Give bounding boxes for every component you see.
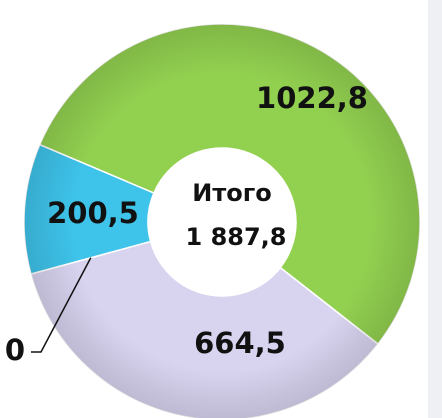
data-label: 200,5: [47, 196, 139, 230]
data-label: 1022,8: [256, 81, 368, 115]
side-strip: [428, 0, 442, 418]
data-label: 0: [5, 333, 25, 367]
center-title: Итого: [192, 179, 272, 207]
center-total: 1 887,8: [186, 223, 287, 251]
leader-line: [31, 257, 92, 353]
data-label: 664,5: [194, 326, 286, 360]
